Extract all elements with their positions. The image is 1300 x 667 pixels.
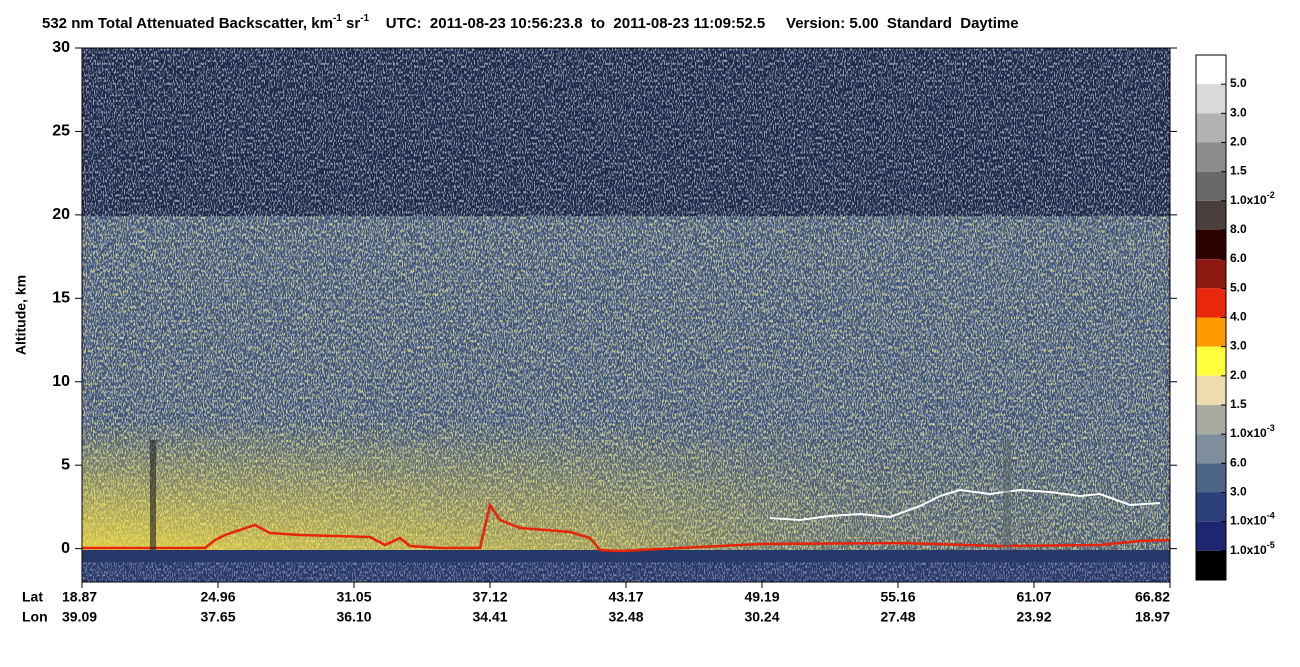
lon-label: 34.41 — [472, 609, 507, 625]
colorbar-label: 1.0x10-5 — [1230, 540, 1275, 557]
x-row-label: Lat — [22, 589, 43, 605]
colorbar-segment — [1196, 463, 1226, 493]
colorbar-segment — [1196, 142, 1226, 172]
colorbar-segment — [1196, 317, 1226, 347]
lon-label: 18.97 — [1135, 609, 1170, 625]
colorbar-label: 4.0 — [1230, 310, 1247, 324]
colorbar-label-base: 2.0 — [1230, 368, 1247, 382]
colorbar-label: 2.0 — [1230, 135, 1247, 149]
colorbar-label-base: 3.0 — [1230, 339, 1247, 353]
colorbar-segment — [1196, 230, 1226, 260]
colorbar-label-base: 1.5 — [1230, 164, 1247, 178]
title-superscript: -1 — [333, 13, 342, 24]
colorbar-label: 6.0 — [1230, 456, 1247, 470]
colorbar-label: 1.5 — [1230, 164, 1247, 178]
colorbar-segment — [1196, 492, 1226, 522]
colorbar-label-base: 4.0 — [1230, 310, 1247, 324]
colorbar-segment — [1196, 346, 1226, 376]
lon-label: 37.65 — [200, 609, 235, 625]
title-superscript: -1 — [360, 13, 369, 24]
lon-label: 32.48 — [608, 609, 643, 625]
lat-label: 18.87 — [62, 589, 97, 605]
y-tick-label: 10 — [52, 373, 70, 390]
colorbar-label-exponent: -3 — [1267, 424, 1275, 434]
colorbar-label: 3.0 — [1230, 339, 1247, 353]
colorbar-label-base: 8.0 — [1230, 222, 1247, 236]
title-part: UTC: 2011-08-23 10:56:23.8 to 2011-08-23… — [369, 15, 1019, 32]
colorbar-label-base: 1.0x10 — [1230, 193, 1267, 207]
lat-label: 24.96 — [200, 589, 235, 605]
colorbar-label: 3.0 — [1230, 485, 1247, 499]
colorbar-label-base: 3.0 — [1230, 485, 1247, 499]
colorbar-label: 1.5 — [1230, 397, 1247, 411]
colorbar-label: 5.0 — [1230, 281, 1247, 295]
chart-title: 532 nm Total Attenuated Backscatter, km-… — [42, 13, 1019, 32]
colorbar-label-base: 5.0 — [1230, 76, 1247, 90]
lon-label: 39.09 — [62, 609, 97, 625]
y-tick-label: 25 — [52, 123, 70, 140]
backscatter-curtain — [82, 48, 1170, 582]
y-tick-label: 0 — [61, 540, 70, 557]
colorbar-segment — [1196, 375, 1226, 405]
colorbar-label: 8.0 — [1230, 222, 1247, 236]
lat-label: 37.12 — [472, 589, 507, 605]
lon-label: 27.48 — [880, 609, 915, 625]
lat-label: 55.16 — [880, 589, 915, 605]
lat-label: 31.05 — [336, 589, 371, 605]
y-tick-label: 5 — [61, 456, 70, 473]
colorbar-segment — [1196, 521, 1226, 551]
lat-label: 49.19 — [744, 589, 779, 605]
colorbar-label-exponent: -5 — [1267, 540, 1275, 550]
lat-label: 61.07 — [1016, 589, 1051, 605]
colorbar-label: 6.0 — [1230, 251, 1247, 265]
colorbar-label-base: 5.0 — [1230, 281, 1247, 295]
colorbar-segment — [1196, 200, 1226, 230]
colorbar-label: 2.0 — [1230, 368, 1247, 382]
colorbar-label-base: 2.0 — [1230, 135, 1247, 149]
colorbar-label-base: 3.0 — [1230, 106, 1247, 120]
y-tick-label: 30 — [52, 39, 70, 56]
colorbar-segment — [1196, 84, 1226, 114]
colorbar-label: 1.0x10-2 — [1230, 190, 1275, 207]
lon-label: 30.24 — [744, 609, 779, 625]
colorbar-segment — [1196, 55, 1226, 85]
y-axis-label: Altitude, km — [13, 275, 29, 355]
colorbar-segment — [1196, 259, 1226, 289]
colorbar-label-base: 1.0x10 — [1230, 543, 1267, 557]
colorbar-segment — [1196, 550, 1226, 580]
lat-label: 43.17 — [608, 589, 643, 605]
colorbar-label-exponent: -2 — [1267, 190, 1275, 200]
colorbar-segment — [1196, 171, 1226, 201]
colorbar-label-base: 6.0 — [1230, 251, 1247, 265]
colorbar-label-exponent: -4 — [1267, 511, 1275, 521]
colorbar-label: 5.0 — [1230, 76, 1247, 90]
colorbar-label-base: 1.0x10 — [1230, 426, 1267, 440]
y-tick-label: 15 — [52, 290, 70, 307]
colorbar-segment — [1196, 113, 1226, 143]
colorbar-segment — [1196, 288, 1226, 318]
colorbar-label: 3.0 — [1230, 106, 1247, 120]
colorbar-label: 1.0x10-3 — [1230, 424, 1275, 441]
lat-label: 66.82 — [1135, 589, 1170, 605]
x-row-label: Lon — [22, 609, 48, 625]
colorbar-segment — [1196, 434, 1226, 464]
title-part: sr — [342, 15, 361, 32]
colorbar-label-base: 1.5 — [1230, 397, 1247, 411]
title-part: 532 nm Total Attenuated Backscatter, km — [42, 15, 333, 32]
colorbar-label: 1.0x10-4 — [1230, 511, 1275, 528]
colorbar-label-base: 6.0 — [1230, 456, 1247, 470]
lon-label: 23.92 — [1016, 609, 1051, 625]
colorbar-segment — [1196, 405, 1226, 435]
y-tick-label: 20 — [52, 206, 70, 223]
lon-label: 36.10 — [336, 609, 371, 625]
colorbar-label-base: 1.0x10 — [1230, 514, 1267, 528]
